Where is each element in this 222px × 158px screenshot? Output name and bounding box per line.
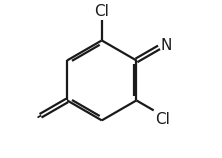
Text: N: N [161,38,172,53]
Text: Cl: Cl [155,112,170,127]
Text: Cl: Cl [94,4,109,19]
